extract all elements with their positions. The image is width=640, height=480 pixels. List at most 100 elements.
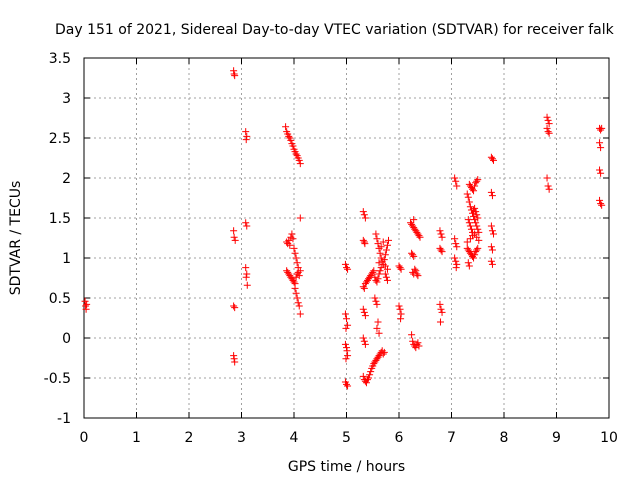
data-point <box>230 233 238 241</box>
data-point <box>544 128 552 136</box>
x-tick-label: 10 <box>600 430 618 446</box>
data-point <box>361 312 369 320</box>
data-point <box>296 160 304 168</box>
data-point <box>470 212 478 220</box>
data-point <box>242 273 250 281</box>
data-point <box>488 260 496 268</box>
data-point <box>375 270 383 278</box>
data-point <box>287 136 295 144</box>
data-point <box>409 251 417 259</box>
data-point <box>409 337 417 345</box>
data-point <box>361 340 369 348</box>
data-point <box>342 324 350 332</box>
data-point <box>343 264 350 272</box>
data-point <box>488 246 496 254</box>
data-point <box>453 260 461 268</box>
data-point <box>545 185 553 193</box>
data-point <box>295 272 303 280</box>
data-point <box>475 228 483 236</box>
data-point <box>470 254 478 262</box>
data-point <box>230 227 238 235</box>
data-point <box>597 144 605 152</box>
x-tick-label: 4 <box>290 430 299 446</box>
data-point <box>397 315 405 323</box>
data-point <box>231 72 239 80</box>
data-point <box>371 294 379 302</box>
data-point <box>467 225 475 233</box>
data-point <box>366 371 374 379</box>
data-point <box>465 262 473 270</box>
data-point <box>375 259 383 267</box>
data-point <box>488 155 496 163</box>
data-point <box>490 156 497 164</box>
data-point <box>360 308 368 316</box>
data-point <box>342 355 350 363</box>
data-point <box>373 278 381 286</box>
data-point <box>373 324 381 332</box>
y-axis-label: SDTVAR / TECUs <box>8 181 24 296</box>
data-point <box>487 243 495 251</box>
data-point <box>367 368 375 376</box>
data-point <box>295 302 303 310</box>
data-point <box>411 265 419 273</box>
data-point <box>373 300 381 308</box>
data-point <box>598 124 606 132</box>
data-point <box>242 128 250 136</box>
data-point <box>437 305 445 313</box>
data-point <box>543 113 551 121</box>
x-tick-label: 8 <box>500 430 509 446</box>
data-point <box>544 116 552 124</box>
data-point <box>414 339 422 347</box>
data-point <box>596 196 604 204</box>
data-point <box>83 300 91 308</box>
data-point <box>372 230 380 238</box>
data-point <box>379 350 387 358</box>
data-point <box>397 265 405 273</box>
data-point <box>81 297 89 305</box>
data-point <box>452 264 460 272</box>
data-point <box>466 222 474 230</box>
data-point <box>490 230 497 238</box>
data-point <box>452 240 460 248</box>
y-tick-label: 0 <box>62 331 71 347</box>
x-tick-label: 0 <box>80 430 89 446</box>
data-point <box>375 329 383 337</box>
data-point <box>396 264 404 272</box>
data-point <box>379 238 387 246</box>
data-point <box>289 142 297 150</box>
y-tick-label: 0.5 <box>49 291 71 307</box>
data-point <box>414 272 422 280</box>
data-point <box>296 267 304 275</box>
data-point <box>408 331 416 339</box>
data-point <box>372 297 380 305</box>
y-tick-label: 3 <box>62 91 71 107</box>
data-point <box>473 211 481 219</box>
data-point <box>436 318 444 326</box>
data-point <box>464 259 472 267</box>
data-point <box>438 248 446 256</box>
data-point <box>282 123 290 131</box>
data-point <box>371 273 379 281</box>
data-point <box>344 265 352 273</box>
data-point <box>381 251 389 259</box>
data-point <box>487 222 495 230</box>
data-point <box>295 156 303 164</box>
data-point <box>289 235 297 243</box>
data-point <box>376 267 384 275</box>
data-point <box>230 67 238 75</box>
data-point <box>292 254 300 262</box>
data-point <box>293 294 301 302</box>
data-point <box>383 265 391 273</box>
data-point <box>452 257 460 265</box>
x-axis-ticks: 0 1 2 3 4 5 6 7 8 9 10 <box>80 58 618 446</box>
data-point <box>545 129 553 137</box>
y-tick-label: 1 <box>62 251 71 267</box>
data-point <box>413 270 421 278</box>
data-point <box>473 246 481 254</box>
data-point <box>381 270 389 278</box>
x-tick-label: 9 <box>552 430 561 446</box>
x-tick-label: 6 <box>395 430 404 446</box>
data-point <box>451 235 459 243</box>
data-point <box>383 241 391 249</box>
